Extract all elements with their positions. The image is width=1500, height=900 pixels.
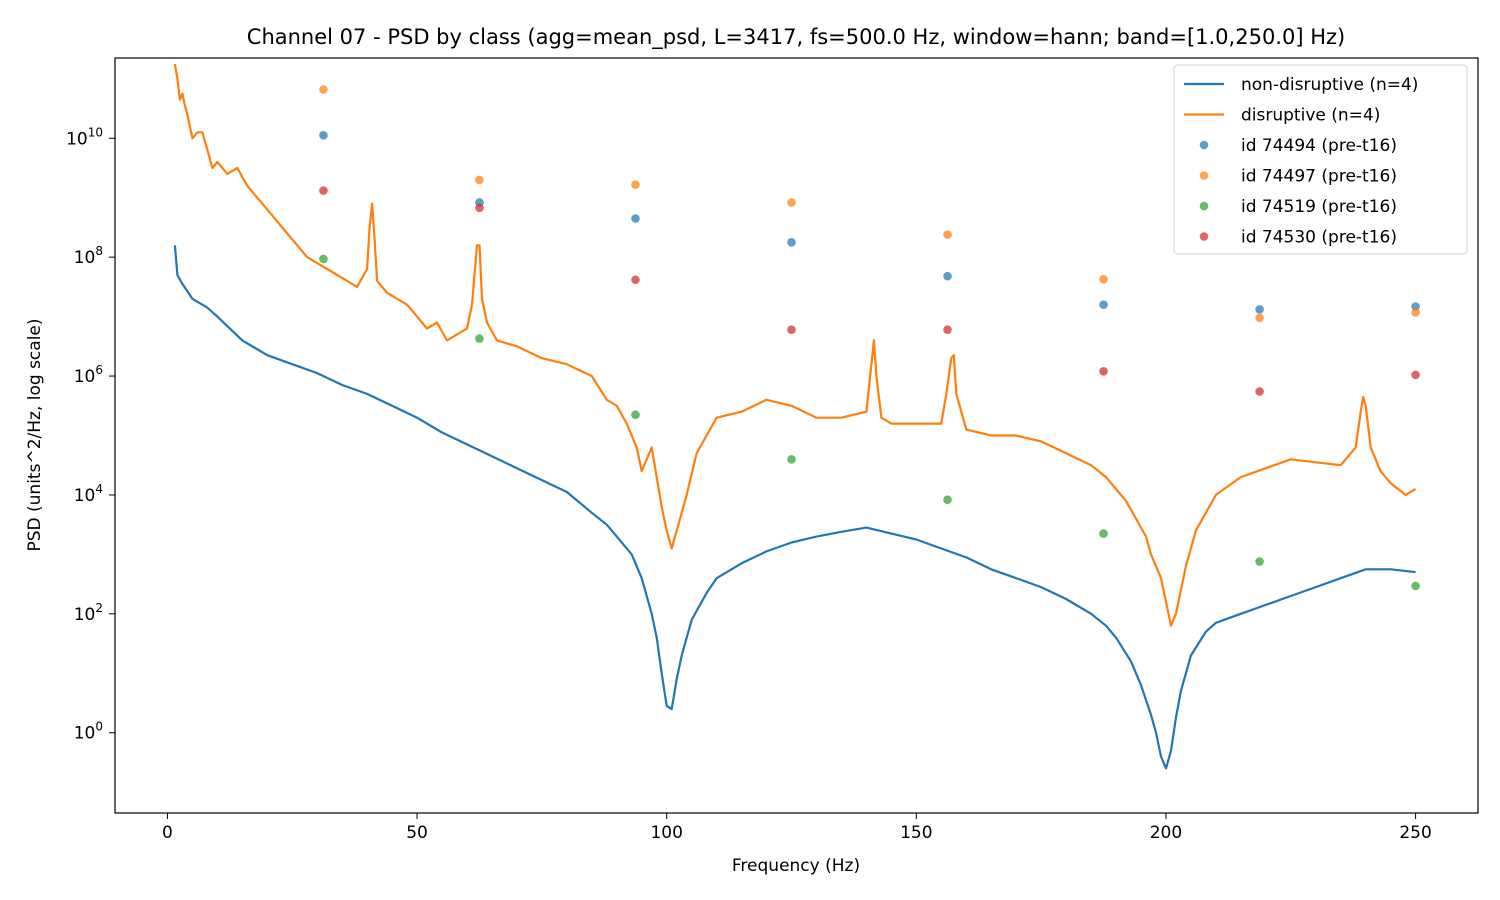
scatter-point-1 <box>319 85 328 94</box>
y-tick-label: 106 <box>74 363 103 387</box>
legend-dot-swatch <box>1199 201 1209 211</box>
scatter-point-0 <box>1255 305 1264 314</box>
scatter-point-2 <box>1099 529 1108 538</box>
chart-title: Channel 07 - PSD by class (agg=mean_psd,… <box>247 25 1345 50</box>
scatter-point-2 <box>475 334 484 343</box>
scatter-point-1 <box>475 175 484 185</box>
scatter-point-0 <box>1099 300 1108 310</box>
legend-label: id 74494 (pre-t16) <box>1241 136 1397 156</box>
scatter-point-0 <box>943 271 952 281</box>
x-tick-label: 100 <box>650 823 682 843</box>
legend-dot-swatch <box>1199 140 1209 150</box>
scatter-point-2 <box>787 454 796 464</box>
legend-dot-swatch <box>1199 171 1209 180</box>
scatter-point-3 <box>1099 366 1108 376</box>
y-tick-label: 104 <box>74 482 103 506</box>
scatter-point-3 <box>787 325 796 334</box>
y-tick-exponent: 0 <box>95 720 103 734</box>
y-tick-base: 10 <box>74 724 96 744</box>
scatter-point-3 <box>475 203 484 213</box>
y-tick-base: 10 <box>74 367 96 387</box>
y-axis-label: PSD (units^2/Hz, log scale) <box>25 318 45 551</box>
scatter-point-2 <box>1411 581 1420 591</box>
legend-label: id 74497 (pre-t16) <box>1241 167 1397 187</box>
legend: non-disruptive (n=4) disruptive (n=4) id 7… <box>1173 64 1468 255</box>
scatter-point-1 <box>1099 274 1108 284</box>
scatter-point-3 <box>943 325 952 334</box>
series-line-0 <box>173 245 1416 770</box>
x-axis-label: Frequency (Hz) <box>732 856 860 876</box>
scatter-point-2 <box>1255 557 1264 566</box>
legend-label: id 74519 (pre-t16) <box>1241 197 1397 217</box>
scatter-point-1 <box>1411 308 1420 317</box>
x-tick-label: 200 <box>1150 823 1182 843</box>
scatter-point-1 <box>631 180 640 189</box>
x-tick-label: 0 <box>162 823 173 843</box>
y-tick-label: 102 <box>74 601 103 625</box>
legend-label: id 74530 (pre-t16) <box>1241 228 1397 248</box>
scatter-point-0 <box>319 130 328 140</box>
y-tick-label: 108 <box>74 244 103 268</box>
y-tick-base: 10 <box>74 605 96 625</box>
scatter-point-0 <box>787 237 796 247</box>
scatter-point-3 <box>631 275 640 285</box>
y-tick-exponent: 6 <box>95 363 103 377</box>
scatter-point-2 <box>631 410 640 419</box>
scatter-point-0 <box>631 214 640 223</box>
plot-area <box>173 63 1420 770</box>
legend-label: disruptive (n=4) <box>1241 106 1380 126</box>
legend-box <box>1173 64 1468 255</box>
series-line-1 <box>173 63 1417 627</box>
scatter-point-1 <box>943 230 952 239</box>
y-tick-base: 10 <box>66 129 88 149</box>
y-tick-label: 1010 <box>66 125 103 149</box>
legend-dot-swatch <box>1199 232 1209 241</box>
y-tick-exponent: 4 <box>95 482 103 496</box>
y-tick-exponent: 2 <box>95 601 103 615</box>
scatter-point-3 <box>319 186 328 195</box>
scatter-point-2 <box>319 254 328 264</box>
scatter-point-1 <box>1255 313 1264 323</box>
scatter-point-3 <box>1255 387 1264 396</box>
x-axis: 0 50 100 150 200 250 <box>162 813 1432 843</box>
x-tick-label: 50 <box>406 823 428 843</box>
x-tick-label: 150 <box>900 823 932 843</box>
plot-frame <box>114 57 1479 814</box>
scatter-point-2 <box>943 495 952 505</box>
scatter-point-1 <box>787 198 796 207</box>
y-tick-label: 100 <box>74 720 103 744</box>
y-tick-exponent: 10 <box>88 125 103 139</box>
y-tick-base: 10 <box>74 248 96 268</box>
x-tick-label: 250 <box>1399 823 1431 843</box>
scatter-point-0 <box>1411 302 1420 311</box>
y-tick-base: 10 <box>74 486 96 506</box>
legend-label: non-disruptive (n=4) <box>1241 75 1418 95</box>
y-tick-exponent: 8 <box>95 244 103 258</box>
scatter-point-3 <box>1411 370 1420 380</box>
